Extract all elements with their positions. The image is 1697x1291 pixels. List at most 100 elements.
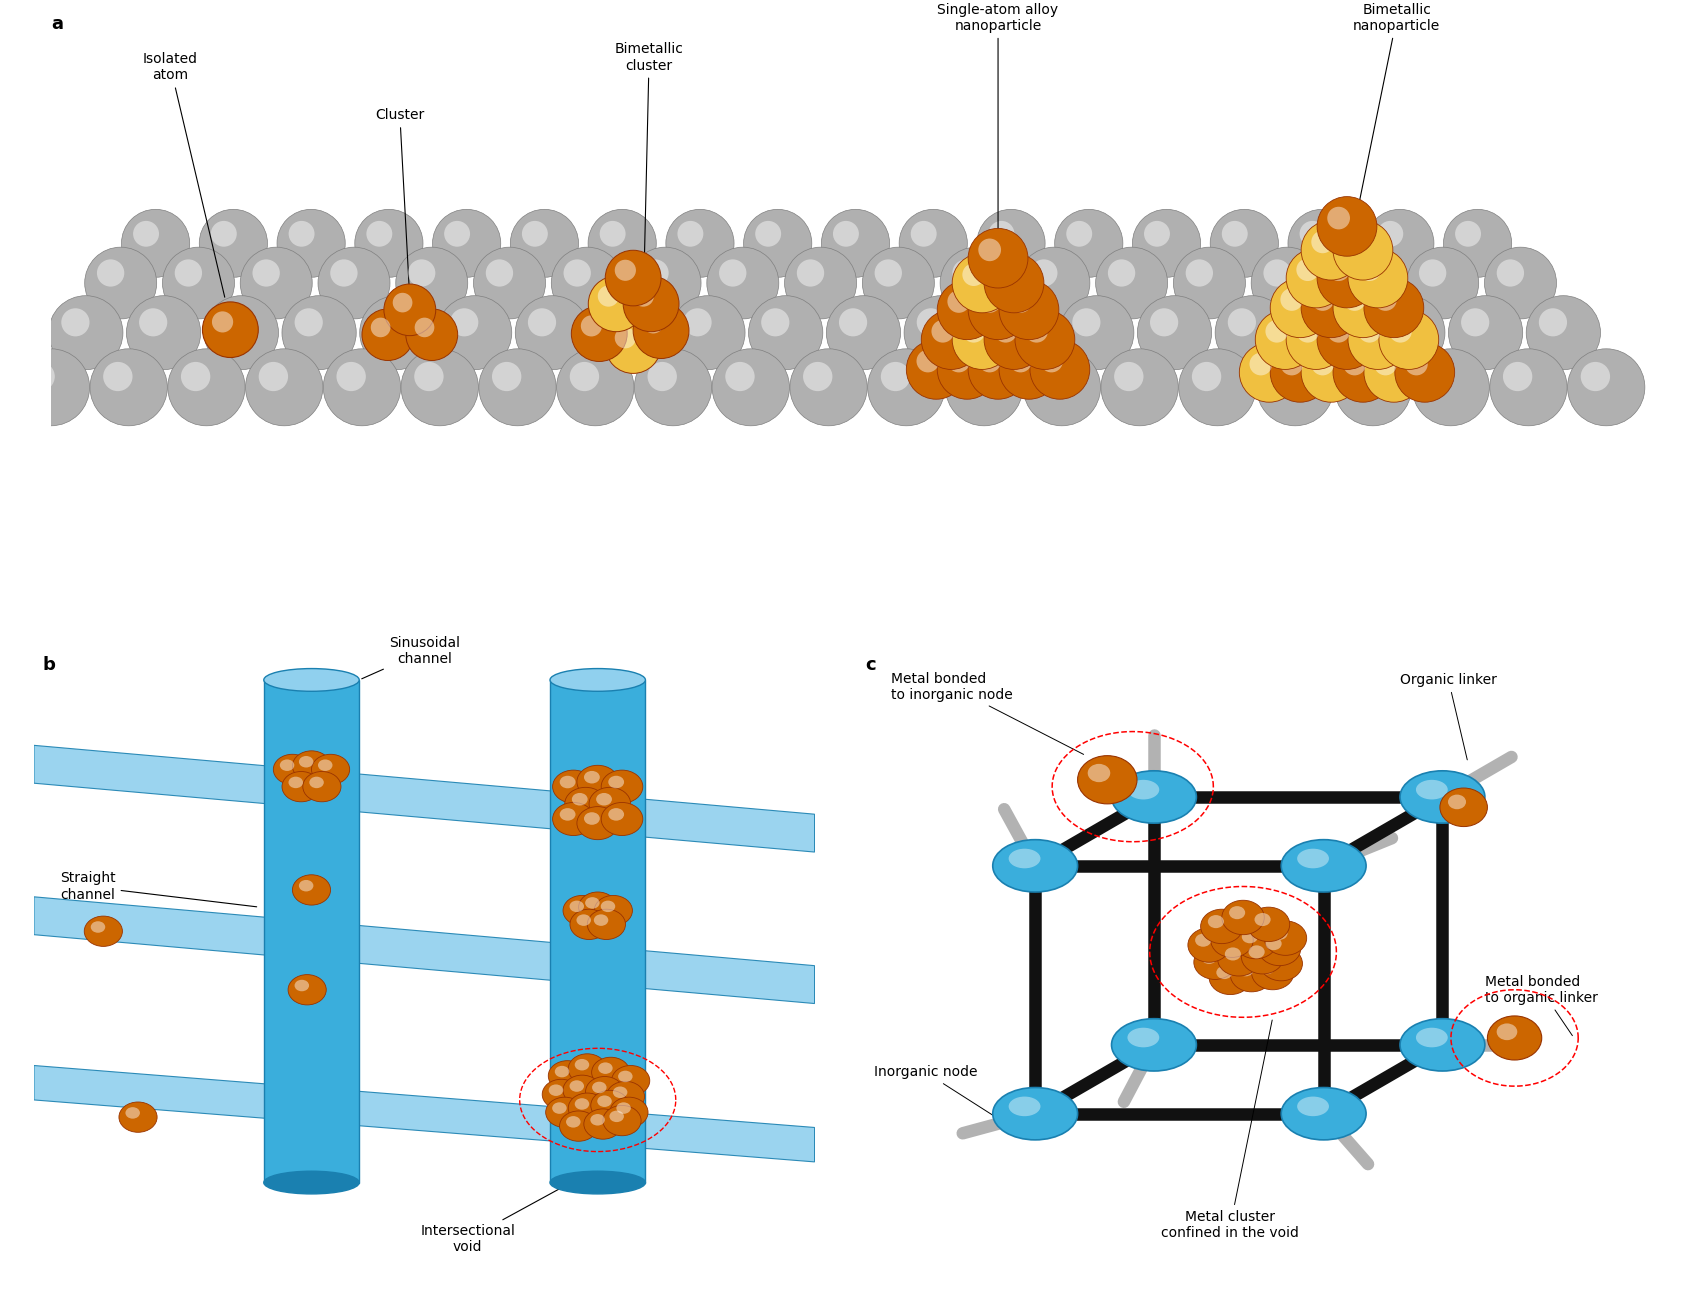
Ellipse shape (1008, 848, 1040, 869)
Circle shape (597, 285, 619, 307)
Circle shape (1137, 296, 1212, 369)
Circle shape (445, 221, 470, 247)
Circle shape (572, 793, 587, 806)
Circle shape (406, 309, 458, 360)
Circle shape (1305, 309, 1334, 337)
Circle shape (606, 309, 635, 337)
Circle shape (132, 221, 160, 247)
Circle shape (633, 303, 689, 359)
Text: Isolated
atom: Isolated atom (143, 52, 224, 297)
Circle shape (1254, 913, 1271, 926)
Circle shape (523, 221, 548, 247)
Circle shape (400, 349, 479, 426)
Circle shape (360, 296, 434, 369)
Circle shape (555, 1066, 568, 1078)
Circle shape (641, 259, 669, 287)
Circle shape (1247, 908, 1290, 941)
Circle shape (336, 361, 367, 391)
Circle shape (708, 247, 779, 319)
Circle shape (1334, 221, 1393, 280)
Circle shape (1490, 349, 1566, 426)
Circle shape (1568, 349, 1644, 426)
Circle shape (977, 290, 1001, 312)
Circle shape (1264, 259, 1291, 287)
Text: Metal bonded
to inorganic node: Metal bonded to inorganic node (891, 671, 1084, 754)
Circle shape (12, 349, 90, 426)
Circle shape (1229, 906, 1246, 919)
Circle shape (1268, 953, 1283, 966)
Circle shape (331, 259, 358, 287)
Circle shape (977, 209, 1045, 278)
Circle shape (967, 280, 1028, 340)
Circle shape (601, 771, 643, 803)
Circle shape (90, 922, 105, 933)
Circle shape (762, 309, 789, 337)
Circle shape (1271, 927, 1288, 940)
Ellipse shape (1400, 771, 1485, 824)
Circle shape (317, 759, 333, 771)
Circle shape (1010, 290, 1032, 312)
Circle shape (1222, 900, 1264, 935)
Circle shape (592, 1082, 606, 1093)
Circle shape (414, 318, 434, 337)
Circle shape (361, 309, 414, 360)
Circle shape (789, 349, 867, 426)
Circle shape (1054, 209, 1123, 278)
Circle shape (548, 1061, 587, 1091)
Circle shape (61, 309, 90, 337)
Polygon shape (34, 745, 815, 852)
Circle shape (1390, 320, 1412, 342)
Ellipse shape (1112, 1019, 1196, 1072)
Circle shape (994, 309, 1023, 337)
Circle shape (1251, 955, 1295, 990)
Circle shape (1144, 221, 1169, 247)
Circle shape (623, 276, 679, 332)
Circle shape (168, 349, 244, 426)
Polygon shape (34, 1065, 815, 1162)
Circle shape (299, 757, 314, 768)
Circle shape (258, 361, 288, 391)
Circle shape (1312, 231, 1334, 253)
Text: Bimetallic
cluster: Bimetallic cluster (614, 43, 684, 269)
Text: Single-atom alloy
nanoparticle: Single-atom alloy nanoparticle (937, 3, 1059, 240)
Circle shape (570, 901, 584, 913)
Circle shape (916, 309, 945, 337)
Circle shape (280, 759, 294, 771)
Circle shape (295, 309, 322, 337)
Circle shape (563, 259, 591, 287)
Circle shape (563, 1075, 601, 1105)
Circle shape (584, 771, 599, 784)
Ellipse shape (1415, 1028, 1448, 1047)
Circle shape (1000, 340, 1059, 399)
Circle shape (591, 1114, 604, 1126)
Circle shape (210, 221, 238, 247)
Circle shape (601, 901, 616, 913)
Circle shape (511, 209, 579, 278)
Circle shape (606, 250, 662, 306)
Circle shape (1242, 931, 1257, 944)
Circle shape (613, 1087, 628, 1099)
Circle shape (324, 349, 400, 426)
Circle shape (182, 361, 210, 391)
Circle shape (1239, 342, 1300, 403)
Ellipse shape (1281, 1087, 1366, 1140)
Circle shape (204, 296, 278, 369)
Circle shape (1293, 296, 1368, 369)
Circle shape (568, 1053, 606, 1084)
Circle shape (1023, 349, 1100, 426)
Circle shape (1115, 361, 1144, 391)
Circle shape (1015, 310, 1074, 369)
Circle shape (1208, 915, 1224, 928)
Circle shape (1317, 310, 1376, 369)
Circle shape (552, 247, 623, 319)
Circle shape (317, 247, 390, 319)
Polygon shape (34, 897, 815, 1003)
Circle shape (591, 1091, 630, 1121)
Circle shape (665, 209, 735, 278)
Circle shape (370, 318, 390, 337)
Circle shape (479, 349, 557, 426)
Circle shape (1344, 231, 1366, 253)
Circle shape (967, 229, 1028, 288)
Circle shape (1101, 349, 1178, 426)
Circle shape (1249, 352, 1273, 376)
